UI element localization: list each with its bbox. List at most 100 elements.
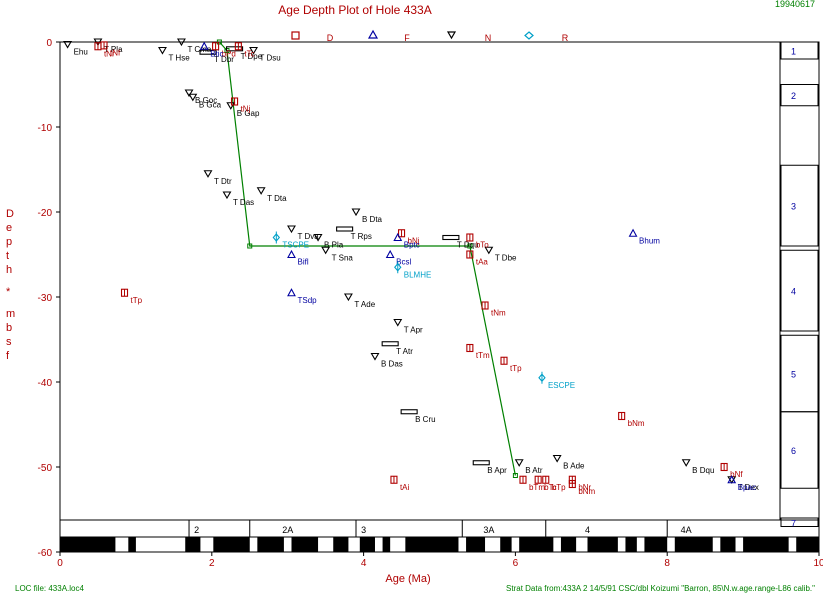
datum-F-label: tTc — [244, 49, 254, 58]
datum-D-marker — [93, 38, 103, 47]
core-box — [780, 249, 819, 332]
datum-F-label: bNm — [578, 487, 595, 496]
y-tick-label: 0 — [46, 38, 52, 49]
polarity-normal — [382, 537, 391, 552]
datum-D-marker — [226, 46, 244, 52]
datum-F-label: tNf — [110, 48, 121, 57]
datum-N-marker — [287, 288, 296, 297]
datum-R-marker — [394, 262, 402, 272]
chron-label: 2A — [282, 525, 293, 535]
datum-R-label: BLMHE — [404, 270, 432, 279]
datum-D-marker — [472, 460, 490, 466]
datum-F-label: tAi — [400, 483, 410, 492]
y-title-char: h — [6, 264, 12, 276]
polarity-normal — [625, 537, 637, 552]
datum-N-marker — [385, 249, 395, 259]
datum-D-marker — [313, 233, 323, 242]
datum-D-marker — [552, 454, 562, 463]
datum-D-label: T Dpe — [241, 52, 263, 61]
legend-diatom-symbol — [446, 31, 457, 40]
datum-D-marker — [321, 246, 331, 255]
datum-F-label: bTo — [476, 241, 489, 250]
x-axis: 0 2 4 6 8 10 — [57, 552, 823, 569]
datum-D-label: T Dbr — [214, 55, 234, 64]
datum-D-label: T Dbe — [495, 253, 517, 262]
datum-R-marker — [272, 233, 281, 242]
datum-N-marker — [727, 475, 737, 484]
datum-D-marker — [370, 352, 380, 361]
datum-F-label: tTp — [131, 296, 143, 305]
datum-N-label: Bptc — [404, 241, 420, 250]
datum-N-marker — [287, 249, 296, 259]
polarity-normal — [500, 537, 512, 552]
legend-foram-symbol — [291, 31, 300, 40]
datum-F-label: bNr — [578, 483, 591, 492]
loc-vertex — [216, 39, 222, 45]
y-tick-label: -50 — [38, 463, 53, 474]
polarity-normal — [796, 537, 819, 552]
y-tick-label: -20 — [38, 208, 53, 219]
polarity-bar — [60, 537, 819, 552]
y-title-char: s — [6, 336, 12, 348]
core-box — [780, 334, 819, 413]
datum-D-label: B Goc — [195, 96, 217, 105]
core-box — [780, 41, 819, 60]
datum-D-marker — [287, 225, 296, 234]
polarity-normal — [213, 537, 250, 552]
datum-N-label: Bifl — [297, 258, 308, 267]
datum-D-marker — [442, 234, 460, 241]
datum-F-label: bTc — [544, 483, 556, 492]
datum-D-marker — [484, 246, 494, 255]
datum-D-marker — [199, 49, 217, 55]
datum-D-marker — [681, 459, 691, 467]
chron-label: 4 — [585, 525, 590, 535]
datum-D-label: T Apr — [404, 326, 423, 335]
datum-N-label: TSdp — [297, 296, 317, 305]
chron-labels: 2 2A 3 3A 4 4A — [188, 520, 692, 537]
datum-R-marker — [538, 373, 546, 383]
loc-vertex — [512, 473, 518, 478]
x-tick-label: 10 — [813, 558, 823, 569]
polarity-normal — [560, 537, 577, 552]
x-tick-label: 2 — [209, 558, 215, 569]
datum-D-marker — [256, 187, 266, 195]
chart-date: 19940617 — [775, 0, 815, 9]
chron-label: 4A — [681, 525, 692, 535]
polarity-normal — [291, 537, 319, 552]
legend-foram-label: D — [327, 33, 334, 43]
polarity-normal — [644, 537, 668, 552]
polarity-normal — [60, 537, 116, 552]
datum-D-label: T Hse — [168, 54, 190, 63]
datum-D-marker — [336, 226, 354, 232]
datum-D-label: T Dsu — [260, 54, 281, 63]
strat-data-label: Strat Data from:433A 2 14/5/91 CSC/dbl K… — [506, 584, 815, 593]
y-title-char: D — [6, 208, 14, 220]
datum-F-label: bTm — [529, 483, 545, 492]
datum-D-label: B Cru — [415, 415, 435, 424]
datum-D-label: B Atr — [525, 466, 543, 475]
y-title-char: m — [6, 308, 15, 320]
y-title-char: * — [6, 286, 11, 298]
datum-D-marker — [381, 341, 399, 347]
plot-frame — [59, 41, 820, 553]
chart-title: Age Depth Plot of Hole 433A — [278, 3, 431, 17]
loc-polyline — [218, 41, 516, 476]
core-label: 2 — [791, 91, 796, 101]
datum-F-label: bPd — [222, 49, 236, 58]
core-label: 1 — [791, 47, 796, 57]
y-axis: 0 -10 -20 -30 -40 -50 -60 — [38, 38, 60, 559]
core-label: 7 — [791, 518, 796, 528]
core-boxes: 1 2 3 4 5 6 7 — [780, 41, 819, 528]
datum-D-label: B Dta — [362, 215, 383, 224]
polarity-normal — [466, 537, 486, 552]
datum-D-marker — [514, 459, 524, 467]
y-title-char: f — [6, 350, 10, 362]
polarity-normal — [128, 537, 136, 552]
datum-F-label: bNm — [628, 419, 645, 428]
polarity-normal — [519, 537, 554, 552]
datum-D-marker — [249, 46, 259, 55]
legend-row: D F N R — [291, 29, 569, 43]
y-title-char: b — [6, 322, 12, 334]
